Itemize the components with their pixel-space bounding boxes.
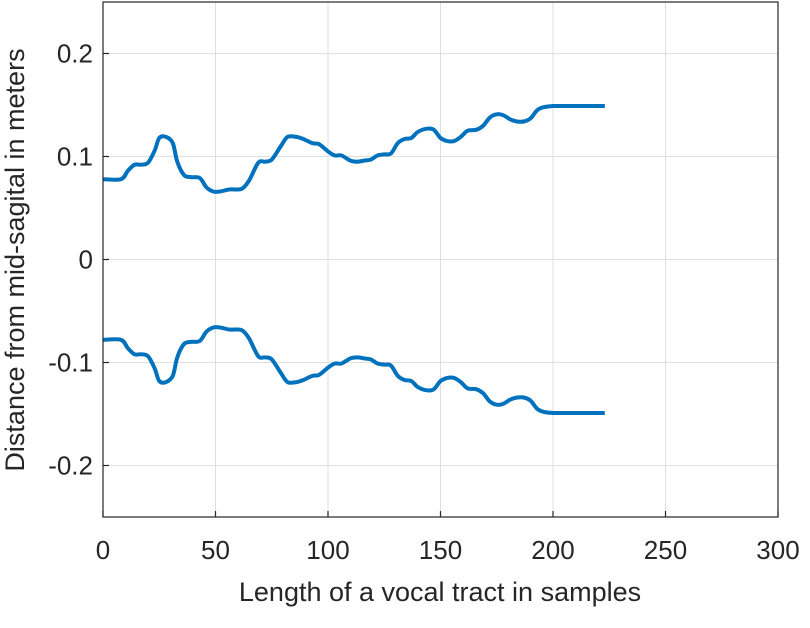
upper-contour-line xyxy=(102,103,605,194)
y-axis-ticks: -0.2 -0.1 0 0.1 0.2 xyxy=(48,39,109,481)
grid-lines xyxy=(102,2,779,517)
y-tick-label: 0.1 xyxy=(57,142,93,172)
y-tick-label: 0 xyxy=(79,245,93,275)
x-tick-label: 100 xyxy=(306,535,349,565)
x-tick-label: 150 xyxy=(419,535,462,565)
x-axis-label: Length of a vocal tract in samples xyxy=(239,577,641,607)
x-tick-label: 250 xyxy=(644,535,687,565)
x-tick-label: 0 xyxy=(96,535,110,565)
lower-contour-line xyxy=(102,325,605,416)
y-tick-label: -0.1 xyxy=(48,348,93,378)
x-tick-label: 300 xyxy=(756,535,799,565)
x-tick-label: 50 xyxy=(201,535,230,565)
y-axis-label: Distance from mid-sagital in meters xyxy=(0,48,30,471)
x-axis-ticks: 0 50 100 150 200 250 300 xyxy=(96,511,800,565)
x-tick-label: 200 xyxy=(531,535,574,565)
series-group xyxy=(102,103,605,416)
y-tick-label: -0.2 xyxy=(48,451,93,481)
y-tick-label: 0.2 xyxy=(57,39,93,69)
